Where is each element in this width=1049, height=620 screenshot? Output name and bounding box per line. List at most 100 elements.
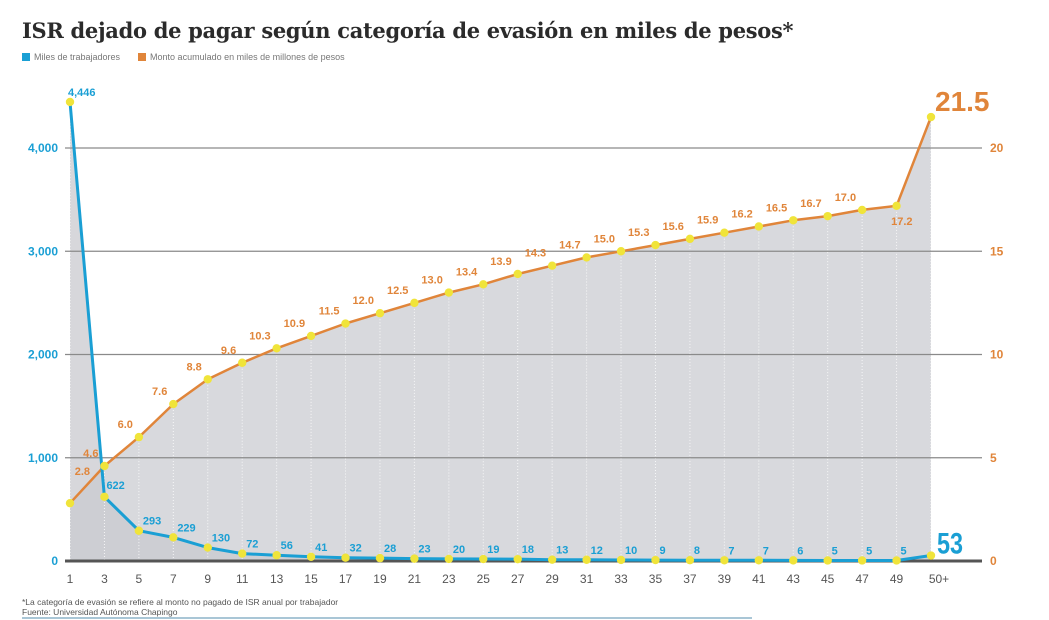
point-amount [272, 344, 281, 353]
y-right-tick-label: 20 [990, 141, 1004, 155]
label-workers: 6 [797, 545, 803, 557]
label-amount: 13.0 [421, 275, 442, 287]
source-rule [22, 617, 752, 619]
label-workers: 5 [866, 545, 872, 557]
label-workers: 8 [694, 545, 700, 557]
x-tick-label: 19 [373, 572, 387, 586]
point-workers [375, 553, 385, 563]
point-workers [892, 556, 901, 565]
label-workers: 4,446 [68, 87, 96, 99]
point-workers [857, 556, 867, 565]
x-tick-label: 23 [442, 572, 456, 586]
point-workers [720, 556, 729, 565]
label-workers: 5 [832, 545, 838, 557]
point-workers [479, 554, 488, 564]
chart-title: ISR dejado de pagar según categoría de e… [22, 18, 794, 43]
label-workers: 32 [350, 543, 362, 555]
source-text: Fuente: Universidad Autónoma Chapingo [22, 607, 178, 617]
label-workers: 41 [315, 542, 327, 554]
x-tick-label: 7 [170, 572, 177, 586]
point-amount [582, 253, 591, 262]
label-workers: 10 [625, 545, 637, 557]
point-amount [789, 216, 798, 225]
point-workers [238, 549, 247, 558]
label-amount: 21.5 [935, 86, 990, 117]
point-amount [375, 309, 385, 318]
point-amount [547, 261, 557, 270]
label-amount: 10.3 [249, 330, 270, 342]
point-amount [479, 280, 488, 289]
label-workers: 622 [106, 480, 124, 492]
point-workers [582, 555, 591, 564]
label-amount: 16.2 [731, 208, 752, 220]
label-workers: 56 [281, 540, 293, 552]
label-amount: 17.2 [891, 216, 912, 228]
legend: Miles de trabajadores Monto acumulado en… [22, 52, 345, 62]
x-tick-label: 31 [580, 572, 594, 586]
point-workers [685, 555, 695, 565]
legend-item-amount: Monto acumulado en miles de millones de … [138, 52, 345, 62]
legend-swatch-orange [138, 53, 147, 61]
y-left-tick-label: 1,000 [28, 451, 58, 465]
label-workers: 13 [556, 545, 568, 557]
x-tick-label: 3 [101, 572, 108, 586]
x-tick-label: 15 [304, 572, 318, 586]
x-tick-label: 49 [890, 572, 904, 586]
point-amount [65, 498, 75, 508]
point-amount [169, 399, 178, 409]
area-layer [69, 101, 932, 561]
label-workers: 229 [177, 522, 195, 534]
point-workers [754, 556, 763, 565]
point-workers [341, 553, 350, 562]
point-amount [754, 222, 763, 231]
x-tick-label: 41 [752, 572, 766, 586]
label-amount: 16.5 [766, 202, 787, 214]
label-amount: 4.6 [83, 448, 98, 460]
data-labels: 2.8 4.6 6.0 7.6 8.8 9.6 10.3 10.9 11.5 12.0 12.5 13… [68, 86, 990, 560]
x-tick-label: 33 [614, 572, 628, 586]
legend-item-workers: Miles de trabajadores [22, 52, 120, 62]
y-right-tick-label: 5 [990, 451, 997, 465]
point-workers [513, 554, 522, 564]
label-amount: 9.6 [221, 345, 236, 357]
point-amount [238, 358, 247, 367]
point-amount [203, 375, 212, 384]
label-workers: 19 [487, 544, 499, 556]
label-amount: 13.4 [456, 266, 478, 278]
label-workers: 9 [659, 545, 665, 557]
label-amount: 14.3 [525, 248, 546, 260]
x-tick-label: 13 [270, 572, 284, 586]
line-workers [68, 101, 932, 562]
point-workers [926, 551, 936, 560]
point-amount [685, 234, 695, 244]
label-amount: 12.0 [353, 295, 374, 307]
label-amount: 10.9 [284, 318, 305, 330]
label-amount: 12.5 [387, 285, 408, 297]
label-workers: 293 [143, 516, 161, 528]
point-amount [823, 211, 832, 221]
label-amount: 15.3 [628, 227, 649, 239]
legend-label-amount: Monto acumulado en miles de millones de … [150, 52, 345, 62]
point-amount [410, 298, 419, 308]
label-workers: 7 [728, 545, 734, 557]
y-right-tick-label: 10 [990, 348, 1004, 362]
label-workers: 53 [937, 527, 963, 560]
label-amount: 11.5 [319, 306, 340, 318]
y-right-tick-label: 0 [990, 554, 997, 568]
label-workers: 28 [384, 543, 396, 555]
point-amount [892, 201, 901, 211]
point-workers [789, 556, 798, 565]
y-right-tick-label: 15 [990, 244, 1004, 258]
line-amount [69, 116, 933, 505]
label-amount: 17.0 [835, 192, 856, 204]
x-tick-label: 25 [477, 572, 491, 586]
series-lines [68, 101, 933, 562]
x-tick-label: 9 [204, 572, 211, 586]
x-tick-label: 21 [408, 572, 422, 586]
label-workers: 12 [591, 545, 603, 557]
label-workers: 72 [246, 539, 258, 551]
label-amount: 2.8 [75, 466, 90, 478]
point-workers [547, 555, 557, 564]
point-workers [823, 556, 832, 565]
